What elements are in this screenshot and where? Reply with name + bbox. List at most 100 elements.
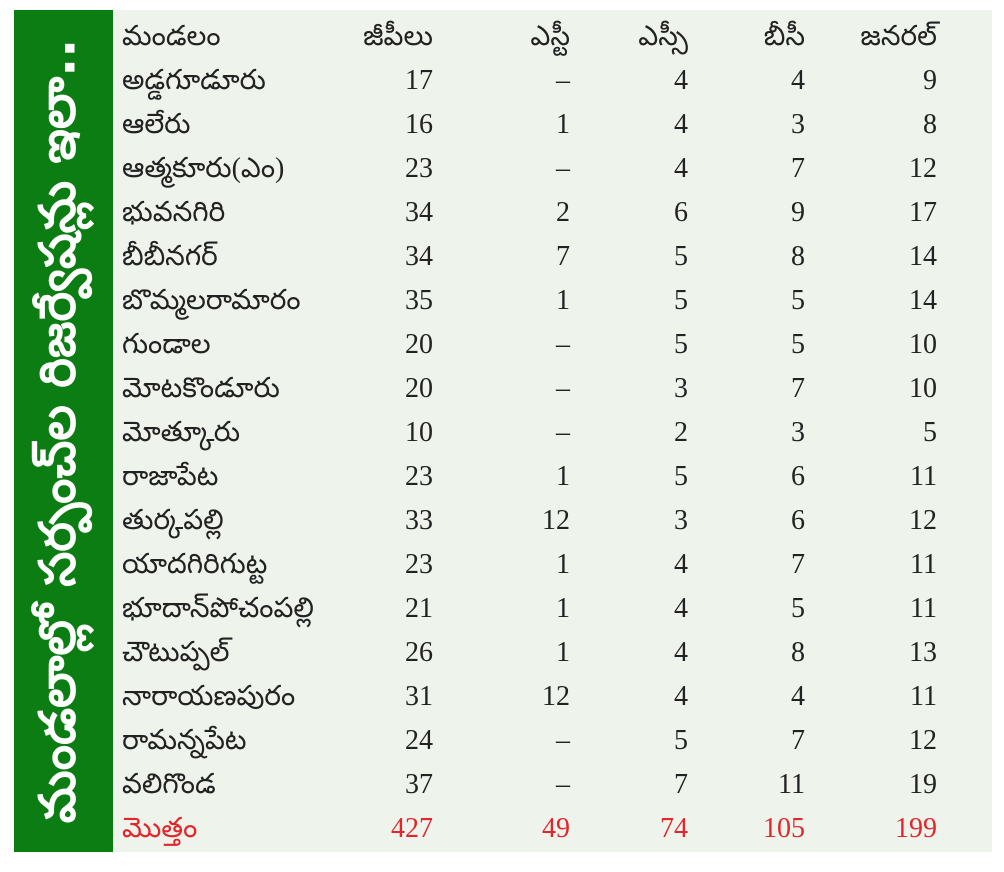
mandal-cell: చౌటుప్పల్ (122, 637, 230, 668)
mandal-cell: నారాయణపురం (122, 681, 296, 712)
value-cell: 3 (791, 109, 805, 140)
value-cell: 7 (674, 769, 688, 800)
table-panel (14, 10, 992, 852)
table-row: చౌటుప్పల్ 26 1 4 8 13 (113, 631, 992, 675)
value-cell: 1 (556, 461, 570, 492)
table-row: అడ్డగూడూరు 17 – 4 4 9 (113, 59, 992, 103)
value-cell: 24 (405, 725, 433, 756)
value-cell: 1 (556, 549, 570, 580)
value-cell: 5 (791, 329, 805, 360)
value-cell: 11 (910, 681, 937, 712)
value-cell: 3 (674, 505, 688, 536)
value-cell: 31 (405, 681, 433, 712)
mandal-cell: రాజాపేట (122, 461, 219, 492)
mandal-cell: బీబీనగర్ (122, 241, 218, 272)
value-cell: ఎస్టీ (530, 21, 570, 52)
value-cell: 5 (674, 329, 688, 360)
value-cell: 10 (909, 329, 937, 360)
table-row: ఆత్మకూరు(ఎం) 23 – 4 7 12 (113, 147, 992, 191)
mandal-cell: భువనగిరి (122, 197, 226, 228)
value-cell: జీపీలు (363, 21, 433, 52)
value-cell: 1 (556, 637, 570, 668)
value-cell: 23 (405, 153, 433, 184)
value-cell: 3 (674, 373, 688, 404)
value-cell: 20 (405, 373, 433, 404)
value-cell: 4 (674, 637, 688, 668)
table-row: భూదాన్‌పోచంపల్లి 21 1 4 5 11 (113, 587, 992, 631)
table-row: గుండాల 20 – 5 5 10 (113, 323, 992, 367)
mandal-cell: మోత్కూరు (122, 417, 241, 448)
value-cell: 17 (405, 65, 433, 96)
mandal-cell: వలిగొండ (122, 769, 216, 800)
value-cell: 7 (556, 241, 570, 272)
value-cell: 21 (405, 593, 433, 624)
table-row: రాజాపేట 23 1 5 6 11 (113, 455, 992, 499)
table-row: మోత్కూరు 10 – 2 3 5 (113, 411, 992, 455)
value-cell: – (556, 329, 570, 360)
value-cell: 26 (405, 637, 433, 668)
value-cell: 2 (674, 417, 688, 448)
value-cell: 5 (674, 461, 688, 492)
value-cell: 4 (674, 681, 688, 712)
value-cell: 74 (660, 813, 688, 844)
value-cell: 8 (791, 637, 805, 668)
mandal-cell: గుండాల (122, 329, 211, 360)
value-cell: ఎస్సీ (638, 21, 688, 52)
value-cell: 11 (910, 593, 937, 624)
table-row: బొమ్మలరామారం 35 1 5 5 14 (113, 279, 992, 323)
value-cell: 14 (909, 241, 937, 272)
value-cell: 8 (791, 241, 805, 272)
value-cell: 4 (674, 65, 688, 96)
value-cell: 5 (791, 285, 805, 316)
value-cell: 199 (895, 813, 937, 844)
value-cell: 4 (674, 109, 688, 140)
value-cell: 11 (778, 769, 805, 800)
value-cell: 13 (909, 637, 937, 668)
value-cell: 1 (556, 109, 570, 140)
value-cell: 12 (909, 725, 937, 756)
value-cell: 49 (542, 813, 570, 844)
value-cell: 12 (542, 681, 570, 712)
value-cell: – (556, 417, 570, 448)
mandal-cell: యాదగిరిగుట్ట (122, 549, 268, 580)
value-cell: 4 (674, 153, 688, 184)
mandal-cell: ఆలేరు (122, 109, 191, 140)
value-cell: 10 (405, 417, 433, 448)
table-row: వలిగొండ 37 – 7 11 19 (113, 763, 992, 807)
mandal-cell: తుర్కపల్లి (122, 505, 224, 536)
table-row: మోటకొండూరు 20 – 3 7 10 (113, 367, 992, 411)
total-row: మొత్తం 427 49 74 105 199 (113, 807, 992, 851)
mandal-cell: మొత్తం (122, 813, 198, 844)
value-cell: 10 (909, 373, 937, 404)
value-cell: – (556, 65, 570, 96)
table-row: తుర్కపల్లి 33 12 3 6 12 (113, 499, 992, 543)
mandal-cell: రామన్నపేట (122, 725, 247, 756)
value-cell: 4 (674, 593, 688, 624)
table-row: రామన్నపేట 24 – 5 7 12 (113, 719, 992, 763)
value-cell: 17 (909, 197, 937, 228)
value-cell: 427 (391, 813, 433, 844)
value-cell: 9 (791, 197, 805, 228)
value-cell: 105 (763, 813, 805, 844)
value-cell: 8 (923, 109, 937, 140)
value-cell: 34 (405, 241, 433, 272)
value-cell: 7 (791, 153, 805, 184)
table-row: భువనగిరి 34 2 6 9 17 (113, 191, 992, 235)
value-cell: 16 (405, 109, 433, 140)
mandal-cell: మండలం (122, 21, 221, 52)
value-cell: 4 (791, 65, 805, 96)
table-row: నారాయణపురం 31 12 4 4 11 (113, 675, 992, 719)
value-cell: 23 (405, 549, 433, 580)
value-cell: 11 (910, 461, 937, 492)
value-cell: 23 (405, 461, 433, 492)
value-cell: 11 (910, 549, 937, 580)
value-cell: – (556, 725, 570, 756)
value-cell: 35 (405, 285, 433, 316)
table-row: యాదగిరిగుట్ట 23 1 4 7 11 (113, 543, 992, 587)
value-cell: 14 (909, 285, 937, 316)
vertical-title: మండలాల్లో సర్పంచ్‌ల రిజర్వేషన్లు ఇలా.. (28, 38, 86, 824)
value-cell: 5 (674, 241, 688, 272)
value-cell: 1 (556, 593, 570, 624)
mandal-cell: మోటకొండూరు (122, 373, 280, 404)
value-cell: 4 (791, 681, 805, 712)
